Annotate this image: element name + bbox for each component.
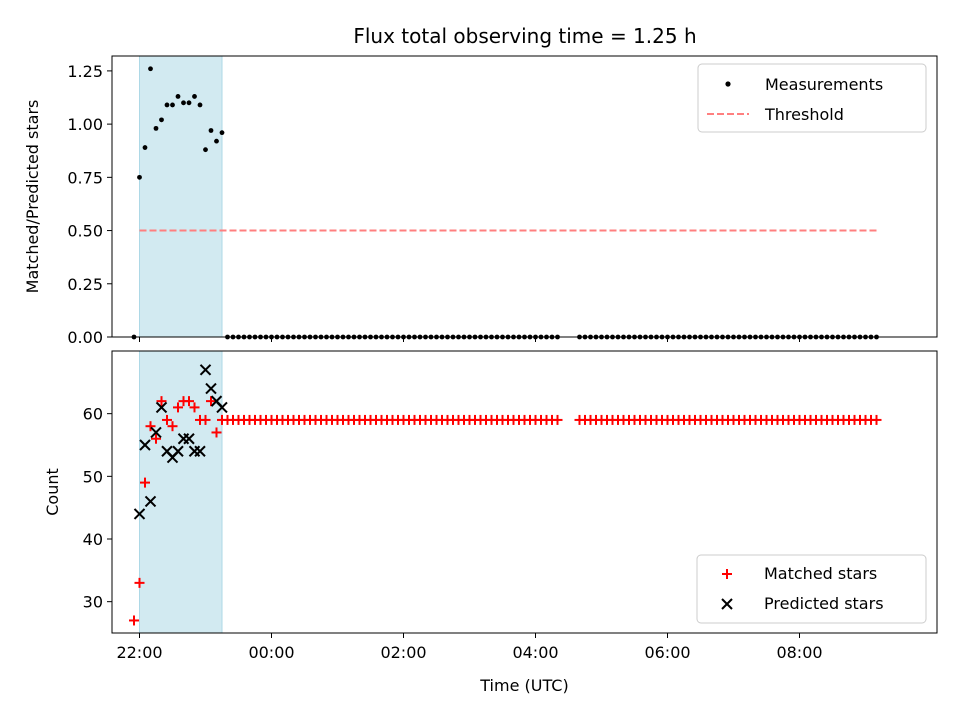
matched-star-point [129,615,139,626]
matched-star-point [162,414,172,425]
top-legend: Measurements Threshold [697,63,927,133]
measurement-point [197,102,203,108]
matched-star-point [167,421,178,432]
x-tick-label: 02:00 [380,643,426,662]
top-y-ticks: 0.00 0.25 0.50 0.75 1.00 1.25 [67,62,112,347]
measurement-point [153,125,159,131]
highlight-span-rect [139,55,223,338]
y-tick-label: 60 [83,405,103,424]
x-axis-label: Time (UTC) [479,676,568,695]
predicted-star-point [183,433,195,445]
measurement-point [181,100,186,106]
bottom-legend: Matched stars Predicted stars [696,554,927,624]
measurement-point [203,147,208,153]
legend-marker-dot [725,81,731,87]
count-points [129,364,882,626]
measurement-point [175,94,181,99]
bottom-highlight-span [139,350,223,634]
matched-star-point [140,477,150,488]
predicted-star-point [144,495,157,508]
predicted-star-point [150,426,162,439]
bottom-y-ticks: 30 40 50 60 [83,405,112,612]
x-tick-label: 08:00 [776,643,822,662]
matched-star-point [552,414,563,425]
top-panel-ratio: 0.00 0.25 0.50 0.75 1.00 1.25 Matched/Predict… [23,55,938,347]
legend-label-threshold: Threshold [764,105,844,124]
measurement-point [186,100,192,106]
highlight-span-rect [139,350,223,634]
matched-star-point [200,414,211,425]
top-y-axis-label: Matched/Predicted stars [23,100,42,294]
measurement-point [214,138,219,144]
matched-star-point [206,396,216,407]
measurement-point [164,102,170,108]
legend-marker-plus [722,569,732,579]
y-tick-label: 30 [83,593,103,612]
legend-label-matched: Matched stars [764,564,877,583]
predicted-star-point [199,364,212,376]
measurement-point [170,102,175,108]
top-x-ticks [139,337,800,342]
y-tick-label: 0.25 [67,275,103,294]
bottom-x-ticks: 22:00 00:00 02:00 04:00 06:00 08:00 [116,633,823,662]
legend-label-measurements: Measurements [765,75,883,94]
predicted-star-point [205,382,217,395]
y-tick-label: 50 [83,467,103,486]
predicted-star-point [133,508,146,520]
matched-star-point [156,396,167,407]
top-plot-frame [111,55,938,338]
legend-label-predicted: Predicted stars [764,594,884,613]
x-tick-label: 04:00 [512,643,558,662]
x-tick-label: 22:00 [116,643,162,662]
matched-star-point [173,402,183,413]
matched-star-point [871,414,882,425]
bottom-plot-frame [111,350,938,634]
measurement-point [208,128,214,133]
y-tick-label: 1.25 [67,62,103,81]
predicted-star-point [216,401,228,414]
measurement-point [192,94,197,99]
predicted-star-point [139,439,151,451]
matched-star-point [145,421,156,432]
bottom-y-axis-label: Count [43,468,62,516]
matched-star-point [211,427,222,438]
x-tick-label: 00:00 [248,643,294,662]
predicted-star-point [172,445,184,457]
y-tick-label: 40 [83,530,103,549]
x-tick-label: 06:00 [644,643,690,662]
matched-star-point [184,396,194,407]
y-tick-label: 1.00 [67,115,103,134]
measurement-point [148,66,153,72]
measurement-point [142,145,148,150]
predicted-star-point [194,445,206,457]
measurement-point [137,174,142,180]
top-highlight-span [139,55,223,338]
matched-star-point [151,433,161,444]
legend-marker-x [721,598,733,610]
chart-title: Flux total observing time = 1.25 h [353,24,696,48]
measurement-point [219,130,225,136]
y-tick-label: 0.00 [67,328,103,347]
legend-box [696,554,927,624]
y-tick-label: 0.75 [67,168,103,187]
matched-star-point [134,577,145,588]
matched-star-point [189,402,200,413]
predicted-star-point [155,401,168,414]
y-tick-label: 0.50 [67,222,103,241]
legend-box [697,63,927,133]
measurement-point [159,117,164,123]
